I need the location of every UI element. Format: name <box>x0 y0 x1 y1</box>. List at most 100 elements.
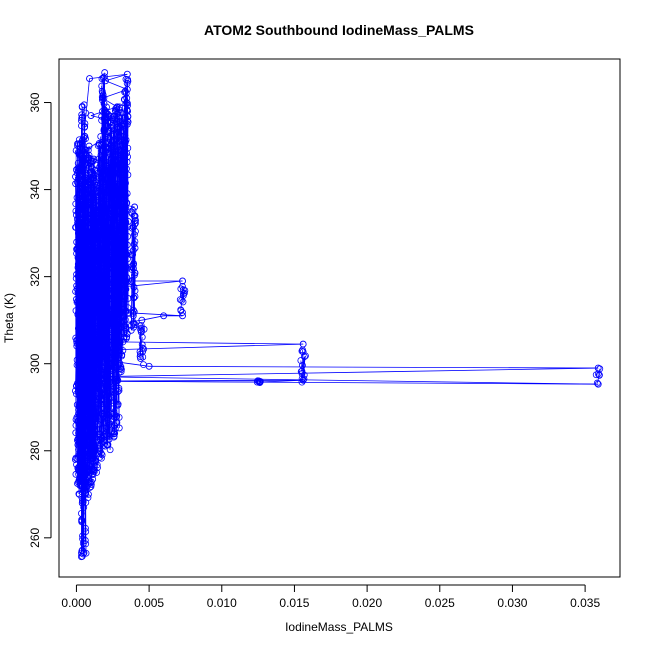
series-line-segment <box>86 380 599 385</box>
data-point <box>80 464 88 472</box>
data-point <box>101 69 109 76</box>
data-point <box>592 371 600 379</box>
data-point <box>123 70 131 78</box>
series-line-segment <box>78 198 86 234</box>
data-point <box>117 368 125 376</box>
series-segment <box>596 374 600 384</box>
data-point <box>77 164 85 172</box>
series-segment <box>139 329 141 352</box>
series-segment <box>114 316 116 434</box>
series-line-segment <box>102 206 135 221</box>
series-line-segment <box>83 232 121 243</box>
data-point <box>104 260 112 268</box>
data-point <box>106 126 114 134</box>
data-point <box>130 308 138 316</box>
series-segment <box>124 194 128 282</box>
data-point <box>80 268 88 276</box>
series-line-segment <box>105 73 128 82</box>
series-segment <box>130 248 136 282</box>
series-line-segment <box>90 250 109 264</box>
series-segment <box>301 356 305 379</box>
data-point <box>117 254 124 262</box>
data-point <box>102 143 110 151</box>
series-line-segment <box>93 158 121 169</box>
data-point <box>120 96 128 103</box>
data-point <box>83 403 91 411</box>
data-point <box>131 244 139 252</box>
data-point <box>299 376 307 384</box>
data-point <box>81 537 89 544</box>
series-line-segment <box>83 78 90 138</box>
data-point <box>145 362 153 370</box>
data-point <box>77 368 85 376</box>
data-point <box>130 320 137 328</box>
data-point <box>75 229 83 237</box>
data-point <box>80 177 88 185</box>
data-point <box>593 379 601 387</box>
x-tick-label: 0.030 <box>497 596 527 610</box>
series-line-segment <box>90 332 121 343</box>
x-tick-label: 0.015 <box>279 596 309 610</box>
data-point <box>77 429 85 437</box>
data-point <box>89 475 97 483</box>
series-segment <box>123 81 129 125</box>
series-line-segment <box>84 137 106 151</box>
data-point <box>84 325 91 333</box>
series-segment <box>80 285 83 552</box>
data-point <box>122 136 130 144</box>
series-segment <box>106 257 111 373</box>
data-point <box>116 164 124 172</box>
data-point <box>132 219 139 227</box>
data-point <box>117 109 125 117</box>
series-line-segment <box>105 80 128 90</box>
series-line-segment <box>80 372 88 408</box>
data-point <box>75 438 83 446</box>
series-line-segment <box>84 350 99 360</box>
data-point <box>104 110 112 118</box>
y-tick-label: 320 <box>28 266 42 286</box>
data-point <box>104 215 111 222</box>
data-point <box>90 373 98 381</box>
series-line-segment <box>78 441 85 469</box>
data-point <box>131 203 139 211</box>
data-point <box>84 303 92 311</box>
data-point <box>80 229 88 237</box>
y-tick-label: 340 <box>28 179 42 199</box>
series-line-segment <box>141 315 164 321</box>
data-point <box>131 293 139 300</box>
data-point <box>78 113 86 121</box>
series-line-segment <box>85 343 304 352</box>
data-point <box>80 133 88 141</box>
series-line-segment <box>120 341 304 345</box>
x-tick-label: 0.005 <box>134 596 164 610</box>
x-tick-label: 0.010 <box>207 596 237 610</box>
data-point <box>160 312 168 320</box>
series-segment <box>105 372 108 387</box>
data-point <box>137 355 144 362</box>
data-point <box>78 299 86 307</box>
series-line-segment <box>93 289 121 299</box>
data-point <box>114 400 122 408</box>
data-point <box>81 146 89 154</box>
data-point <box>94 212 102 220</box>
x-tick-label: 0.025 <box>425 596 455 610</box>
data-point <box>127 251 135 259</box>
series-segment <box>78 244 81 466</box>
series-segment <box>92 458 98 466</box>
series-segment <box>123 99 127 169</box>
data-point <box>138 316 146 324</box>
data-point <box>102 390 109 398</box>
data-point <box>116 338 124 346</box>
data-point <box>87 334 95 342</box>
plot-area <box>71 69 604 561</box>
series-line-segment <box>83 393 106 408</box>
data-point <box>111 281 119 289</box>
series-line-segment <box>93 280 183 291</box>
data-point <box>78 102 86 110</box>
y-tick-label: 260 <box>28 527 42 547</box>
data-point <box>84 264 92 272</box>
data-point <box>90 410 98 418</box>
data-point <box>94 277 102 285</box>
data-point <box>116 238 124 246</box>
data-point <box>179 292 187 299</box>
